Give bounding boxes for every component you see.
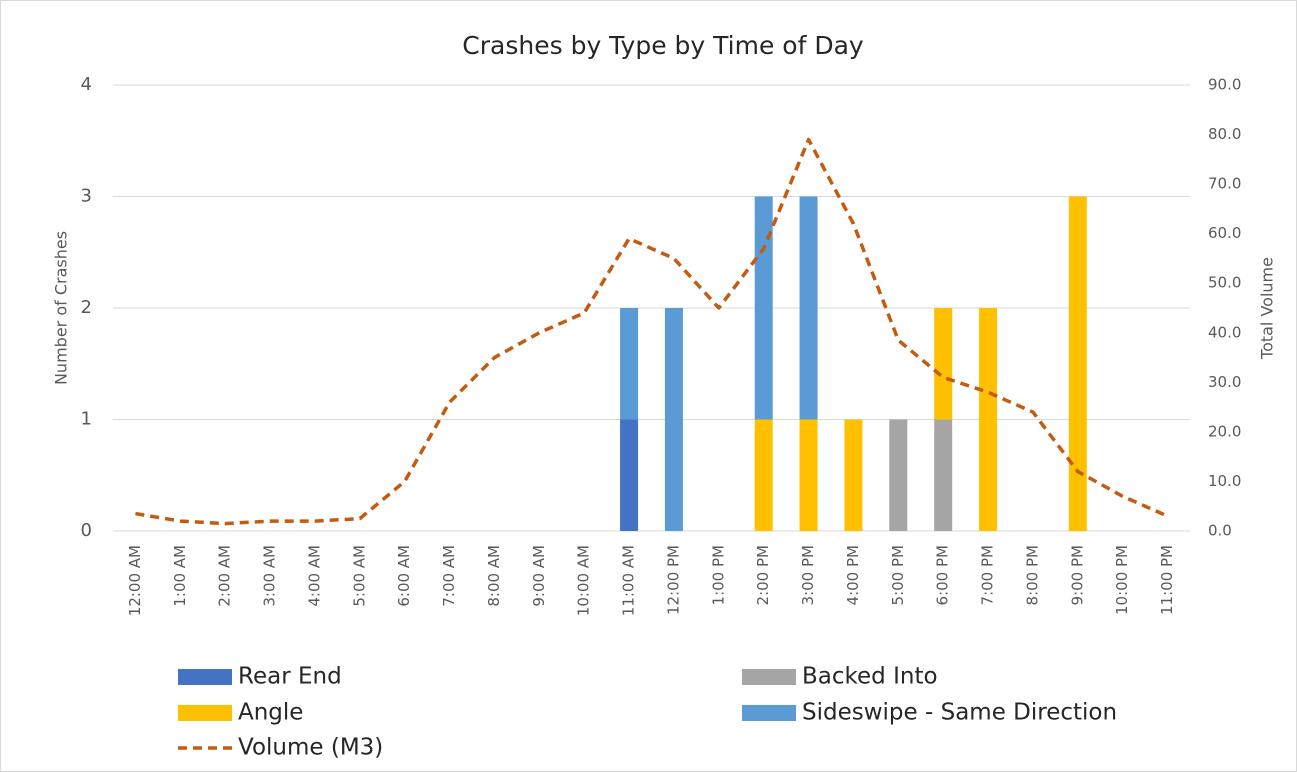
bar-segment — [754, 196, 773, 420]
x-tick-label: 3:00 AM — [261, 545, 279, 607]
x-tick-label: 7:00 PM — [979, 545, 997, 605]
y2-tick-label: 40.0 — [1208, 323, 1241, 341]
legend-label: Rear End — [238, 664, 342, 690]
legend-swatch — [178, 669, 232, 685]
y-tick-label: 1 — [81, 409, 92, 430]
x-tick-label: 8:00 PM — [1023, 545, 1041, 605]
bar-segment — [979, 308, 998, 531]
y2-tick-label: 30.0 — [1208, 373, 1241, 391]
x-tick-label: 12:00 PM — [664, 545, 682, 615]
x-tick-label: 11:00 PM — [1158, 545, 1176, 615]
volume-line — [135, 137, 1169, 526]
x-tick-label: 8:00 AM — [485, 545, 503, 607]
y2-tick-label: 0.0 — [1208, 522, 1232, 540]
legend-swatch — [742, 705, 796, 721]
bar-segment — [799, 196, 818, 420]
legend-swatch — [178, 705, 232, 721]
legend-label: Angle — [238, 700, 303, 726]
legend-swatch — [742, 669, 796, 685]
x-tick-label: 4:00 AM — [305, 545, 323, 607]
x-tick-label: 6:00 PM — [934, 545, 952, 605]
bar-segment — [799, 419, 818, 531]
y2-tick-label: 90.0 — [1208, 76, 1241, 94]
x-tick-label: 7:00 AM — [440, 545, 458, 607]
x-tick-label: 3:00 PM — [799, 545, 817, 605]
x-tick-label: 5:00 AM — [350, 545, 368, 607]
x-tick-label: 2:00 PM — [754, 545, 772, 605]
x-tick-label: 9:00 PM — [1068, 545, 1086, 605]
bar-segment — [1068, 196, 1087, 531]
x-tick-label: 2:00 AM — [216, 545, 234, 607]
y-tick-label: 4 — [81, 74, 92, 95]
y2-tick-label: 10.0 — [1208, 472, 1241, 490]
x-tick-label: 10:00 AM — [575, 545, 593, 616]
bar-segment — [664, 308, 683, 531]
y2-tick-label: 70.0 — [1208, 175, 1241, 193]
bar-segment — [844, 419, 863, 531]
x-tick-label: 1:00 PM — [709, 545, 727, 605]
x-tick-label: 10:00 PM — [1113, 545, 1131, 615]
x-tick-label: 5:00 PM — [889, 545, 907, 605]
bar-segment — [934, 308, 953, 420]
bar-segment — [934, 419, 953, 531]
y-axis-label: Number of Crashes — [52, 231, 71, 385]
y2-axis-label: Total Volume — [1258, 257, 1277, 360]
y2-tick-label: 50.0 — [1208, 274, 1241, 292]
x-tick-label: 11:00 AM — [620, 545, 638, 616]
y-tick-label: 2 — [81, 297, 92, 318]
bar-segment — [754, 419, 773, 531]
x-tick-label: 12:00 AM — [126, 545, 144, 616]
legend-label: Sideswipe - Same Direction — [802, 700, 1117, 726]
x-tick-label: 1:00 AM — [171, 545, 189, 607]
bar-segment — [620, 419, 639, 531]
legend-label: Volume (M3) — [238, 735, 383, 761]
y2-tick-label: 60.0 — [1208, 224, 1241, 242]
y-tick-label: 3 — [81, 186, 92, 207]
legend-label: Backed Into — [802, 664, 938, 690]
x-tick-label: 9:00 AM — [530, 545, 548, 607]
bar-segment — [620, 308, 639, 420]
x-tick-label: 6:00 AM — [395, 545, 413, 607]
bar-segment — [889, 419, 908, 531]
y2-tick-label: 80.0 — [1208, 125, 1241, 143]
y-tick-label: 0 — [81, 520, 92, 541]
x-tick-label: 4:00 PM — [844, 545, 862, 605]
y2-tick-label: 20.0 — [1208, 422, 1241, 440]
chart-title: Crashes by Type by Time of Day — [462, 31, 864, 60]
